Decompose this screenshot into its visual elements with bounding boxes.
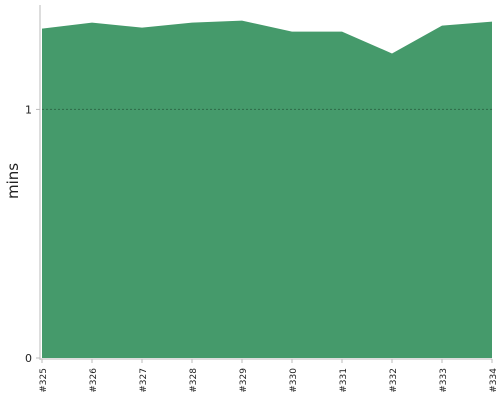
y-tick-label: 1 [25,103,32,116]
x-tick-label: #334 [489,368,499,393]
y-tick-label: 0 [25,352,32,365]
x-tick-label: #330 [289,368,299,393]
x-tick-label: #325 [39,368,49,393]
area [42,20,492,359]
x-tick-label: #329 [239,368,249,393]
y-axis-label: mins [4,163,22,199]
x-tick-label: #327 [139,368,149,393]
x-tick-label: #331 [339,368,349,393]
x-tick-label: #333 [439,368,449,393]
x-tick-label: #328 [189,368,199,393]
x-tick-label: #326 [89,368,99,393]
x-tick-label: #332 [389,368,399,393]
